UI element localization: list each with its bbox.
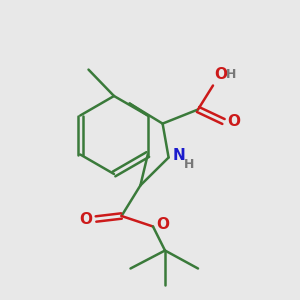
Text: H: H [226, 68, 236, 81]
Text: O: O [227, 114, 240, 129]
Text: H: H [184, 158, 195, 171]
Text: O: O [214, 67, 227, 82]
Text: O: O [80, 212, 92, 226]
Text: O: O [157, 217, 169, 232]
Text: N: N [172, 148, 185, 164]
